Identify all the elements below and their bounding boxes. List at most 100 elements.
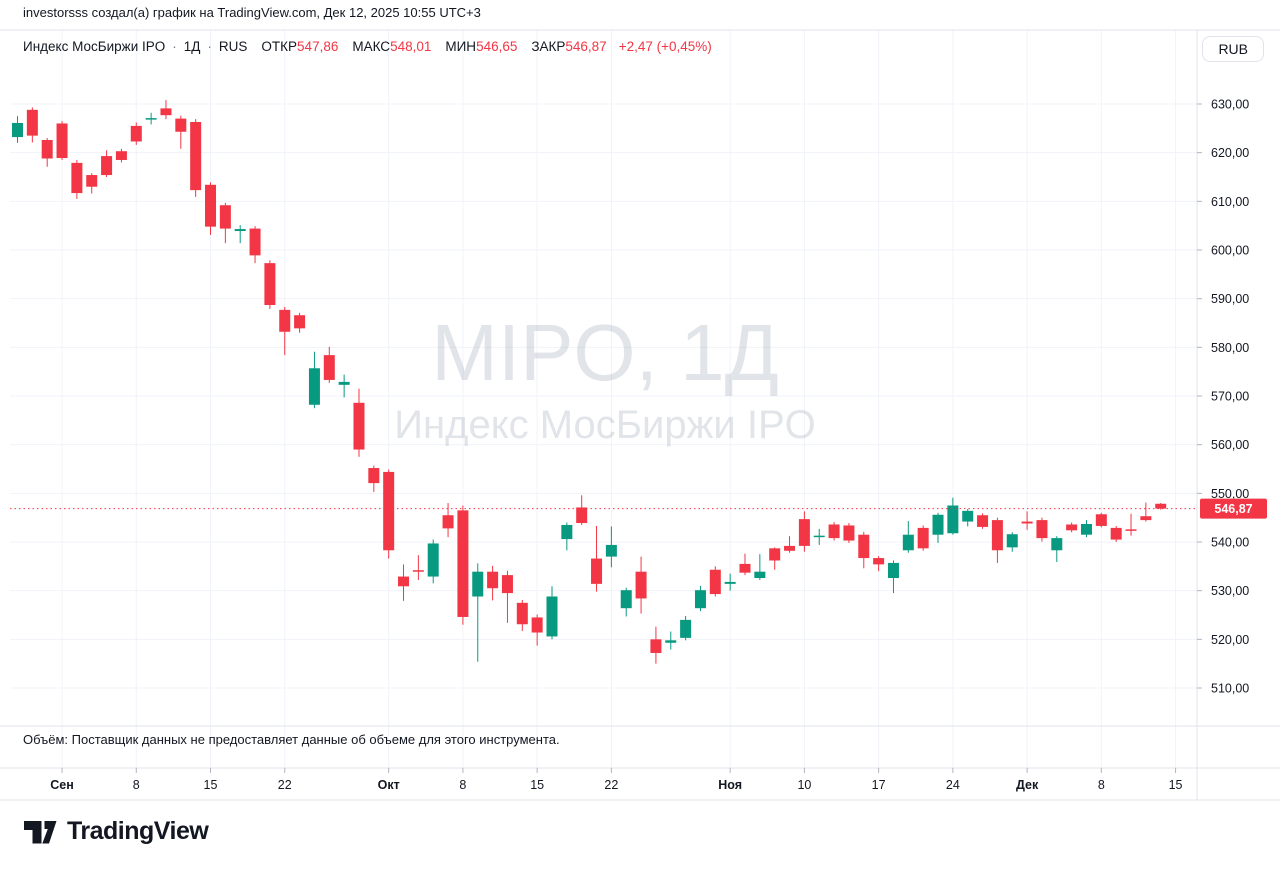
candle-38[interactable] [576, 495, 588, 525]
candle-62[interactable] [932, 512, 944, 543]
candle-73[interactable] [1095, 512, 1107, 528]
time-axis[interactable]: Сен 8 15 22 Окт 8 15 22 Ноя 10 17 24 Дек 8 15 [50, 768, 1183, 792]
candle-13[interactable] [205, 182, 217, 235]
candle-48[interactable] [724, 573, 736, 591]
candle-26[interactable] [398, 564, 410, 601]
candle-18[interactable] [279, 306, 291, 356]
x-axis-label: 15 [1169, 778, 1183, 792]
candle-22[interactable] [338, 374, 350, 398]
last-price-label: 546,87 [1200, 498, 1267, 519]
candle-72[interactable] [1080, 520, 1092, 538]
exchange-label: RUS [218, 39, 248, 54]
candle-40[interactable] [605, 526, 617, 568]
candle-77[interactable] [1155, 503, 1167, 510]
candle-25[interactable] [383, 469, 395, 559]
candle-2[interactable] [41, 138, 53, 167]
candle-21[interactable] [323, 346, 335, 383]
candle-46[interactable] [694, 585, 706, 612]
candle-65[interactable] [977, 513, 989, 529]
tradingview-logo-text: TradingView [67, 817, 209, 845]
candle-23[interactable] [353, 388, 365, 457]
candle-45[interactable] [680, 615, 692, 641]
candle-7[interactable] [115, 148, 127, 163]
candle-36[interactable] [546, 586, 558, 640]
candle-61[interactable] [917, 525, 929, 551]
candle-66[interactable] [991, 517, 1003, 563]
candle-55[interactable] [828, 522, 840, 541]
candle-9[interactable] [145, 112, 157, 125]
pane-separators [0, 29, 1280, 801]
candle-71[interactable] [1066, 522, 1078, 533]
candle-56[interactable] [843, 523, 855, 543]
candle-49[interactable] [739, 553, 751, 576]
candle-32[interactable] [487, 565, 499, 601]
candle-0[interactable] [12, 116, 23, 143]
candle-60[interactable] [902, 521, 914, 553]
candle-67[interactable] [1006, 532, 1018, 552]
candle-37[interactable] [561, 522, 573, 551]
candle-39[interactable] [591, 525, 603, 592]
candle-76[interactable] [1140, 502, 1152, 522]
candle-14[interactable] [219, 202, 231, 244]
candle-17[interactable] [264, 260, 276, 309]
y-axis-label: 560,00 [1211, 438, 1249, 452]
candle-53[interactable] [798, 511, 810, 552]
candle-70[interactable] [1051, 536, 1063, 562]
candlestick-series[interactable] [12, 100, 1167, 664]
candle-34[interactable] [516, 599, 528, 632]
candle-19[interactable] [294, 312, 306, 333]
candle-42[interactable] [635, 556, 647, 614]
candle-12[interactable] [190, 119, 202, 197]
interval-label[interactable]: 1Д [183, 39, 201, 54]
tradingview-logo[interactable]: TradingView [22, 817, 209, 846]
y-axis-label: 580,00 [1211, 341, 1249, 355]
candle-33[interactable] [501, 570, 513, 623]
candle-44[interactable] [665, 631, 677, 650]
candle-43[interactable] [650, 626, 662, 664]
x-axis-label: 10 [797, 778, 811, 792]
candle-16[interactable] [249, 226, 261, 264]
y-axis-label: 530,00 [1211, 584, 1249, 598]
y-axis-label: 590,00 [1211, 292, 1249, 306]
candle-29[interactable] [442, 503, 454, 538]
candle-74[interactable] [1110, 525, 1122, 543]
candle-41[interactable] [620, 587, 632, 617]
candle-15[interactable] [234, 225, 246, 244]
chart-legend[interactable]: Индекс МосБиржи IPO · 1Д · RUS ОТКР547,8… [23, 39, 712, 54]
candle-57[interactable] [858, 531, 870, 569]
candle-1[interactable] [26, 107, 38, 143]
candle-69[interactable] [1036, 517, 1048, 542]
candle-31[interactable] [472, 563, 484, 662]
x-axis-label: 24 [946, 778, 960, 792]
candle-59[interactable] [887, 560, 899, 594]
candle-5[interactable] [86, 173, 98, 194]
candle-63[interactable] [947, 497, 959, 535]
chart-area[interactable]: MIPO, 1Д Индекс МосБиржи IPO 630,00 620,00 6… [0, 0, 1280, 810]
candle-3[interactable] [56, 121, 68, 160]
candle-54[interactable] [813, 528, 825, 545]
candle-47[interactable] [709, 566, 721, 597]
currency-badge[interactable]: RUB [1202, 36, 1264, 62]
price-axis[interactable]: 630,00 620,00 610,00 600,00 590,00 580,00 570,… [1197, 98, 1267, 696]
candle-51[interactable] [769, 547, 781, 570]
candle-68[interactable] [1021, 511, 1033, 530]
candle-6[interactable] [101, 150, 113, 178]
candle-10[interactable] [160, 100, 172, 120]
candle-20[interactable] [308, 351, 320, 409]
candle-8[interactable] [130, 122, 142, 145]
candle-24[interactable] [368, 465, 380, 492]
candle-64[interactable] [962, 508, 974, 527]
candle-35[interactable] [531, 614, 543, 646]
candle-11[interactable] [175, 115, 187, 149]
candle-28[interactable] [427, 539, 439, 584]
candle-75[interactable] [1125, 513, 1137, 536]
candle-4[interactable] [71, 159, 83, 199]
candle-52[interactable] [784, 536, 796, 553]
candle-30[interactable] [457, 505, 469, 625]
candle-50[interactable] [754, 554, 766, 580]
symbol-title[interactable]: Индекс МосБиржи IPO [23, 39, 166, 54]
candle-58[interactable] [873, 556, 885, 572]
candle-27[interactable] [412, 555, 424, 580]
low-field: МИН546,65 [445, 39, 518, 54]
